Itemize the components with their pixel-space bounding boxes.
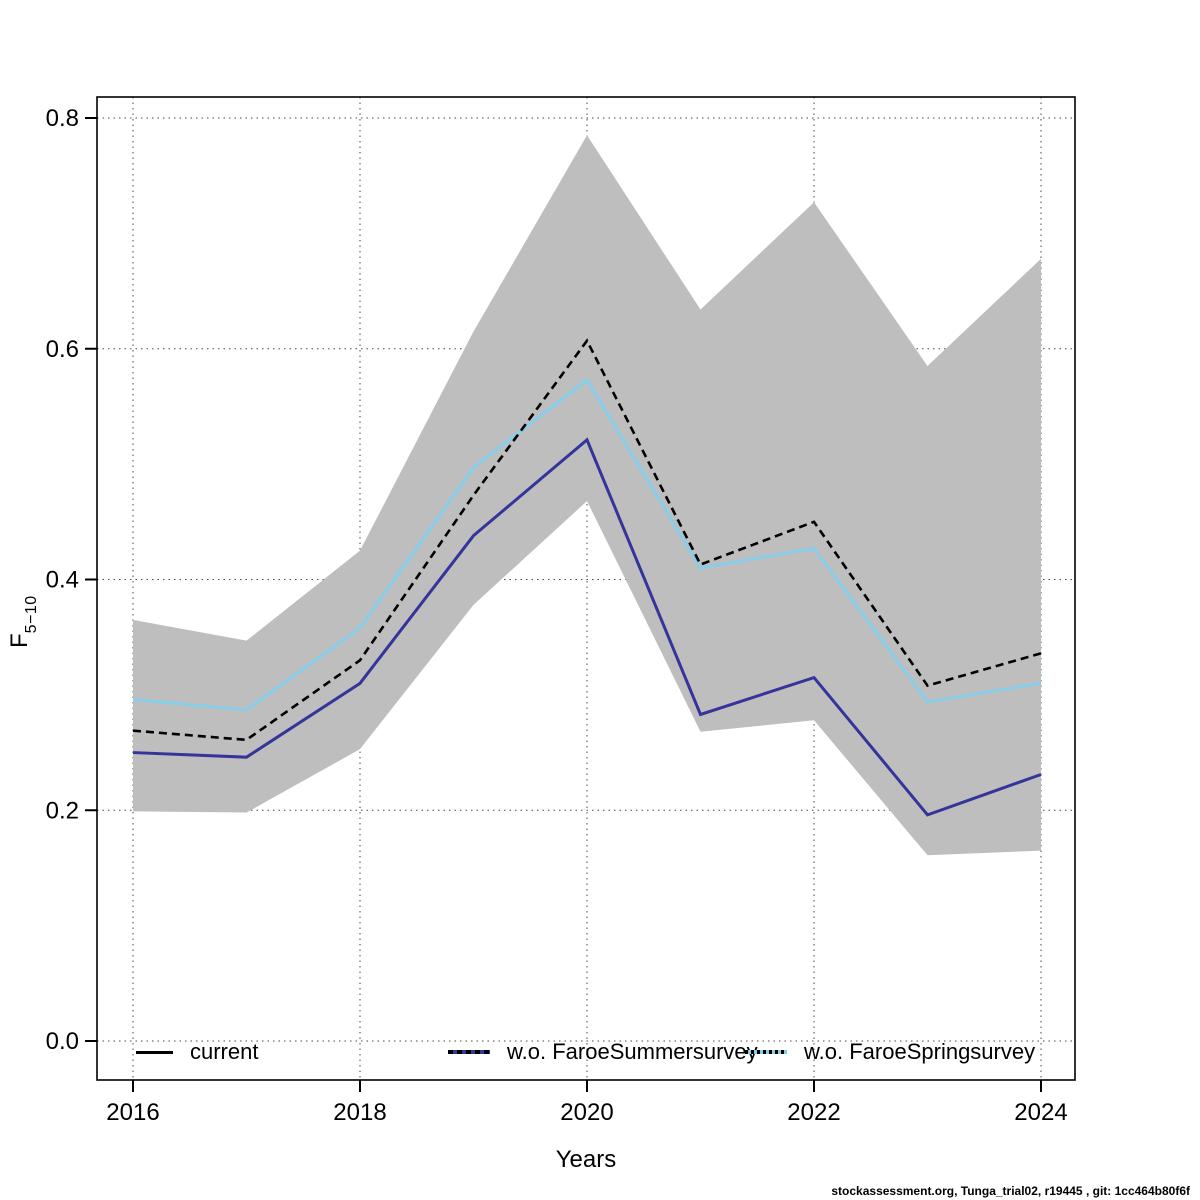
x-tick-label-2020: 2020 — [560, 1099, 613, 1126]
legend-label-wo-faroespringsurvey: w.o. FaroeSpringsurvey — [804, 1039, 1036, 1064]
legend-label-current: current — [190, 1039, 259, 1064]
y-tick-label-0.8: 0.8 — [46, 105, 79, 132]
series-line-w-o-faroespringsurvey — [132, 377, 1042, 712]
y-axis-label-subscript: 5−10 — [22, 595, 40, 634]
footer-citation: stockassessment.org, Tunga_trial02, r194… — [831, 1184, 1190, 1198]
y-tick-label-0.0: 0.0 — [46, 1028, 79, 1055]
series-line-current — [132, 338, 1042, 742]
legend-item-current: current — [136, 1038, 258, 1066]
y-tick-label-0.4: 0.4 — [46, 567, 79, 594]
series-line-w-o-faroesummersurvey — [132, 437, 1042, 817]
legend-label-wo-faroesummersurvey: w.o. FaroeSummersurvey — [507, 1039, 758, 1064]
y-tick-label-0.6: 0.6 — [46, 336, 79, 363]
y-tick-label-0.2: 0.2 — [46, 797, 79, 824]
legend-item-wo-faroesummersurvey: w.o. FaroeSummersurvey — [448, 1038, 758, 1066]
legend-swatch-wo-faroespringsurvey — [745, 1050, 787, 1054]
x-tick-label-2018: 2018 — [333, 1099, 386, 1126]
x-tick-label-2016: 2016 — [106, 1099, 159, 1126]
legend-swatch-wo-faroesummersurvey — [448, 1050, 490, 1054]
x-tick-label-2024: 2024 — [1014, 1099, 1067, 1126]
confidence-band — [133, 135, 1041, 856]
x-axis-label: Years — [555, 1146, 617, 1173]
y-axis-label: F5−10 — [6, 595, 40, 648]
legend: current w.o. FaroeSummersurvey w.o. Faro… — [0, 1038, 1200, 1066]
legend-item-wo-faroespringsurvey: w.o. FaroeSpringsurvey — [745, 1038, 1035, 1066]
legend-swatch-current — [136, 1050, 173, 1054]
x-tick-label-2022: 2022 — [787, 1099, 840, 1126]
